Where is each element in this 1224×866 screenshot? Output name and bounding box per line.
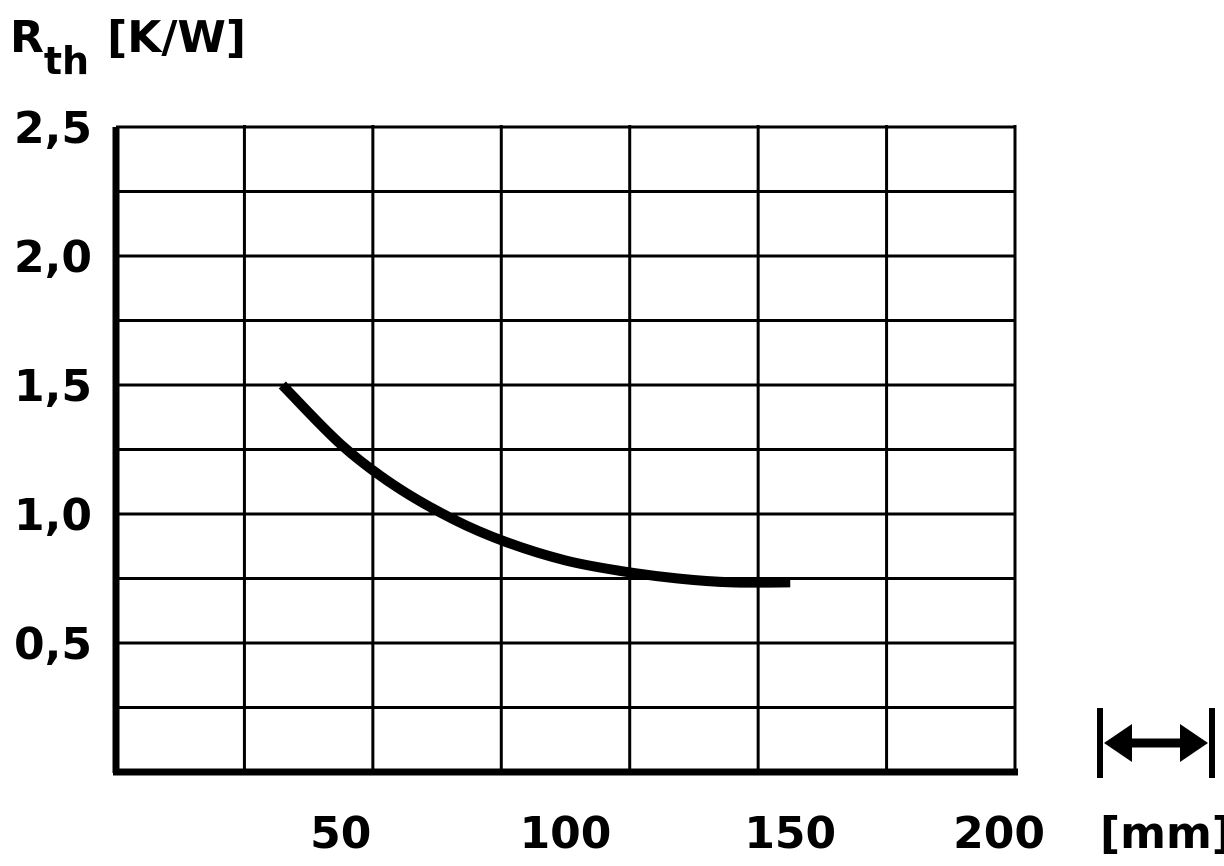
- x-tick-label: 200: [953, 808, 1045, 859]
- x-tick-labels: 50 100 150 200: [310, 808, 1045, 859]
- y-tick-label: 2,5: [14, 103, 92, 154]
- grid: [116, 125, 1017, 772]
- y-tick-label: 0,5: [14, 619, 92, 670]
- y-axis-subscript: th: [44, 39, 89, 83]
- y-tick-label: 1,0: [14, 490, 92, 541]
- length-arrow-icon: [1097, 708, 1215, 778]
- y-axis-symbol: R: [10, 12, 44, 63]
- y-tick-label: 1,5: [14, 361, 92, 412]
- y-tick-label: 2,0: [14, 232, 92, 283]
- y-axis-unit: [K/W]: [107, 12, 246, 63]
- x-axis-unit: [mm]: [1100, 808, 1224, 859]
- y-axis-title: Rth [K/W]: [10, 12, 246, 83]
- x-tick-label: 50: [310, 808, 371, 859]
- x-tick-label: 100: [520, 808, 612, 859]
- series-line: [278, 381, 791, 588]
- axes: [112, 127, 1018, 776]
- x-tick-label: 150: [744, 808, 836, 859]
- y-tick-labels: 0,5 1,0 1,5 2,0 2,5: [14, 103, 92, 670]
- series: [278, 381, 791, 588]
